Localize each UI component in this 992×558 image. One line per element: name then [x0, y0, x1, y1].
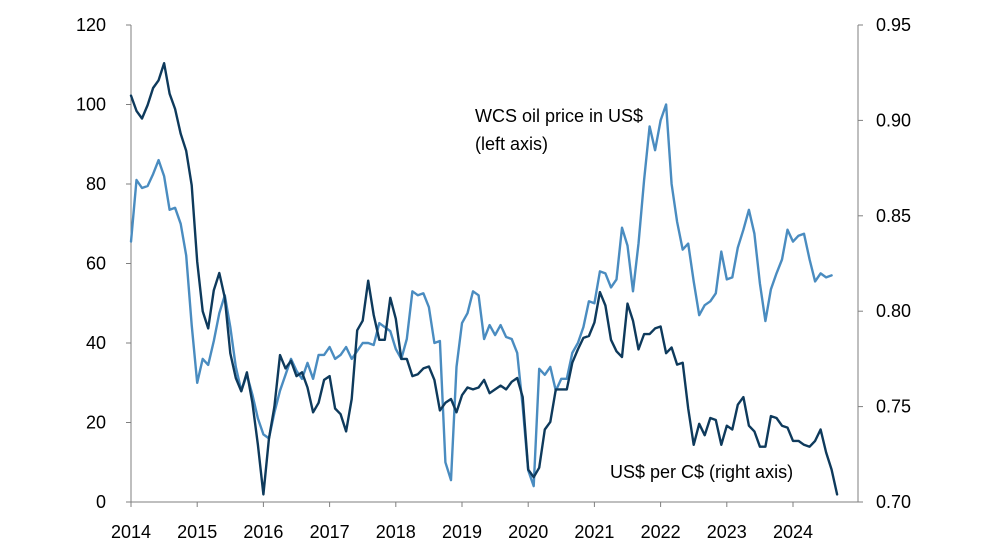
- right-tick-label: 0.90: [876, 110, 911, 130]
- left-tick-label: 120: [76, 15, 106, 35]
- x-tick-label: 2024: [773, 522, 813, 542]
- left-tick-label: 60: [86, 254, 106, 274]
- right-tick-label: 0.80: [876, 301, 911, 321]
- right-tick-label: 0.85: [876, 206, 911, 226]
- fx-series-line: [129, 62, 839, 496]
- x-tick-label: 2019: [442, 522, 482, 542]
- x-tick-label: 2016: [243, 522, 283, 542]
- x-tick-label: 2017: [310, 522, 350, 542]
- wcs-annotation-line-2: (left axis): [475, 134, 548, 154]
- left-tick-label: 100: [76, 95, 106, 115]
- left-tick-label: 40: [86, 333, 106, 353]
- left-tick-label: 80: [86, 174, 106, 194]
- x-tick-label: 2020: [508, 522, 548, 542]
- x-tick-label: 2022: [641, 522, 681, 542]
- left-tick-label: 0: [96, 492, 106, 512]
- left-tick-label: 20: [86, 413, 106, 433]
- right-tick-label: 0.75: [876, 397, 911, 417]
- x-tick-label: 2014: [111, 522, 151, 542]
- right-tick-label: 0.70: [876, 492, 911, 512]
- axes: 0 20 40 60 80 100 120 0.70 0.75 0.80 0.85 0.90 0.95 2…: [76, 15, 911, 542]
- right-tick-label: 0.95: [876, 15, 911, 35]
- wcs-annotation-line-1: WCS oil price in US$: [475, 106, 643, 126]
- x-tick-label: 2023: [707, 522, 747, 542]
- annotations: WCS oil price in US$ (left axis) US$ per…: [475, 106, 793, 482]
- x-tick-label: 2018: [376, 522, 416, 542]
- x-tick-label: 2021: [574, 522, 614, 542]
- x-tick-label: 2015: [177, 522, 217, 542]
- series-layer: [129, 62, 839, 496]
- fx-annotation: US$ per C$ (right axis): [610, 462, 793, 482]
